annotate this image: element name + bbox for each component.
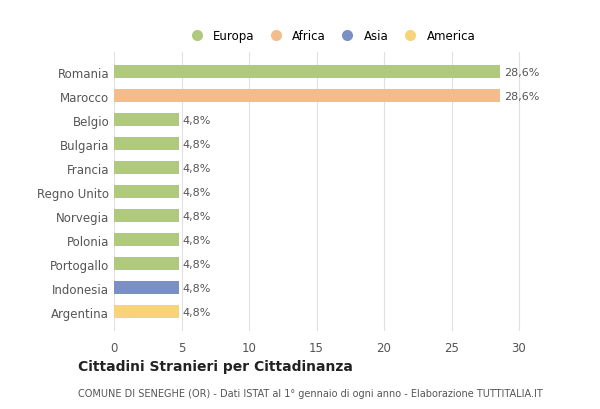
Text: 4,8%: 4,8% — [183, 235, 211, 245]
Text: 4,8%: 4,8% — [183, 307, 211, 317]
Legend: Europa, Africa, Asia, America: Europa, Africa, Asia, America — [180, 26, 480, 48]
Bar — [114, 258, 179, 271]
Bar — [114, 138, 179, 151]
Bar — [114, 234, 179, 247]
Bar — [114, 281, 179, 294]
Bar — [114, 209, 179, 223]
Text: COMUNE DI SENEGHE (OR) - Dati ISTAT al 1° gennaio di ogni anno - Elaborazione TU: COMUNE DI SENEGHE (OR) - Dati ISTAT al 1… — [78, 388, 543, 398]
Text: 4,8%: 4,8% — [183, 163, 211, 173]
Text: 4,8%: 4,8% — [183, 115, 211, 125]
Bar — [114, 186, 179, 199]
Text: Cittadini Stranieri per Cittadinanza: Cittadini Stranieri per Cittadinanza — [78, 359, 353, 373]
Bar — [114, 306, 179, 319]
Bar — [114, 162, 179, 175]
Text: 28,6%: 28,6% — [504, 67, 539, 77]
Text: 28,6%: 28,6% — [504, 91, 539, 101]
Text: 4,8%: 4,8% — [183, 211, 211, 221]
Text: 4,8%: 4,8% — [183, 259, 211, 269]
Bar — [114, 66, 500, 79]
Text: 4,8%: 4,8% — [183, 139, 211, 149]
Text: 4,8%: 4,8% — [183, 187, 211, 197]
Text: 4,8%: 4,8% — [183, 283, 211, 293]
Bar — [114, 114, 179, 127]
Bar — [114, 90, 500, 103]
